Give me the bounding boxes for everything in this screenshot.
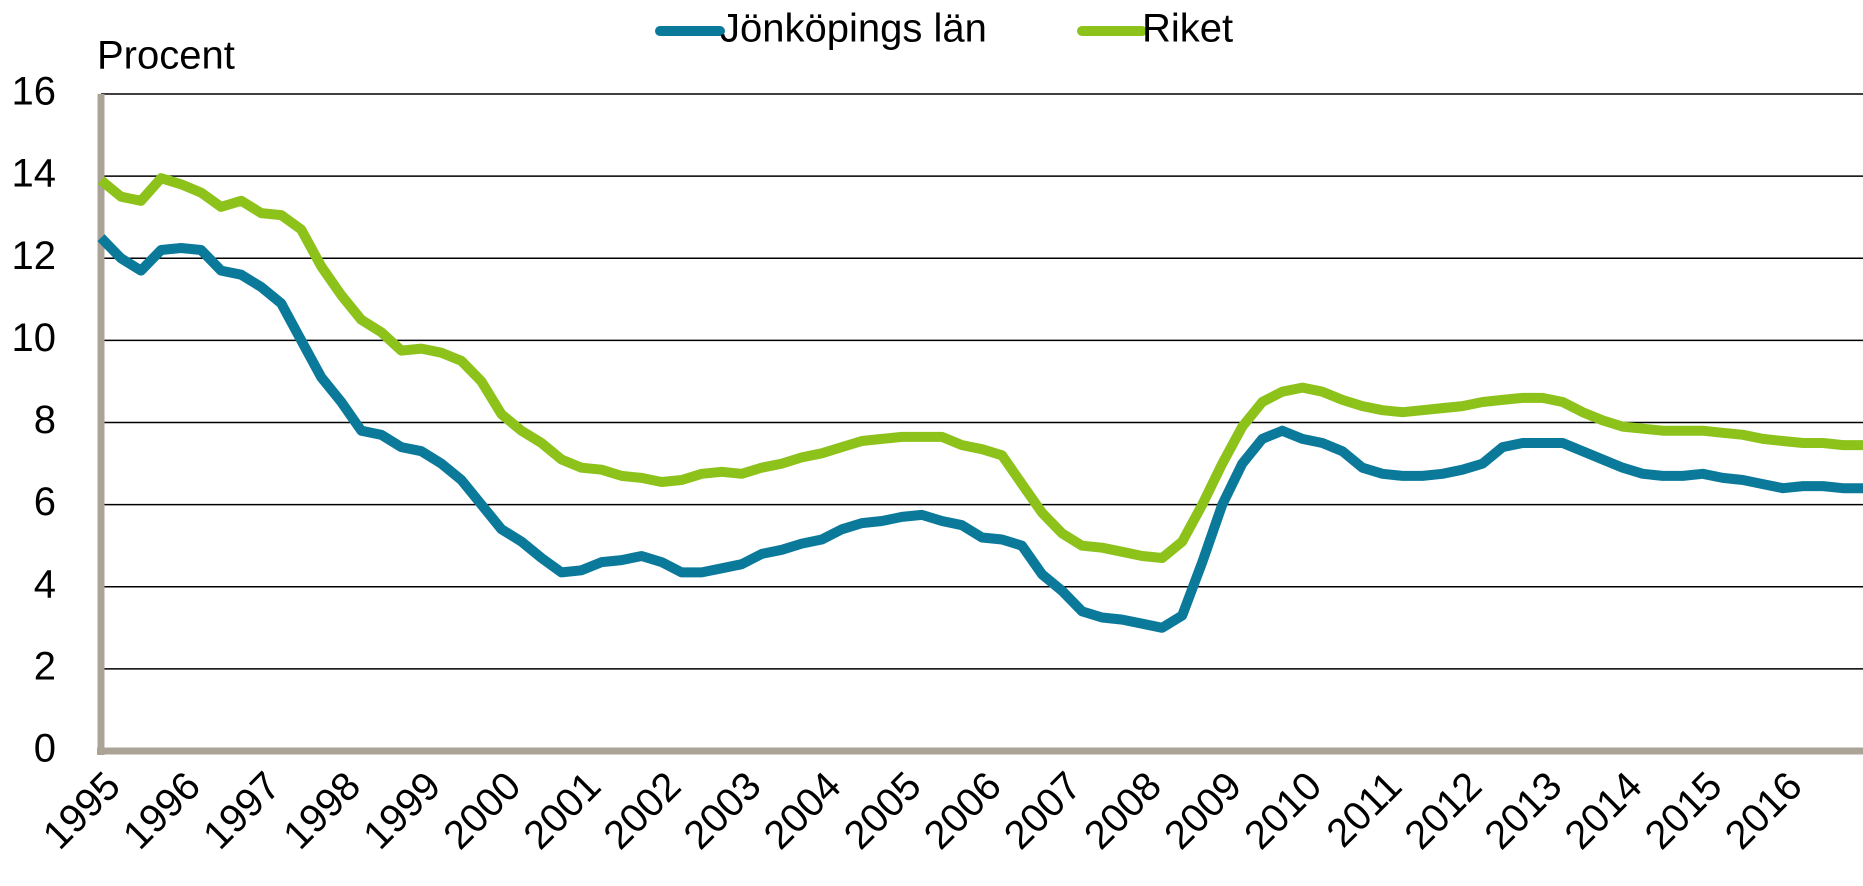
x-tick-label: 2010 (1236, 764, 1330, 858)
legend-label: Jönköpings län (720, 7, 987, 51)
y-axis-label: Procent (97, 34, 235, 78)
y-tick-label: 10 (12, 316, 57, 360)
y-tick-label: 14 (12, 152, 57, 196)
x-tick-label: 2016 (1717, 764, 1811, 858)
x-tick-label: 2000 (435, 764, 529, 858)
x-tick-label: 2008 (1076, 764, 1170, 858)
legend-label: Riket (1142, 7, 1233, 51)
y-tick-label: 6 (34, 480, 56, 524)
x-tick-label: 2003 (676, 764, 770, 858)
y-tick-label: 4 (34, 562, 56, 606)
x-tick-label: 2013 (1476, 764, 1570, 858)
x-tick-label: 2004 (756, 764, 850, 858)
x-tick-label: 2014 (1557, 764, 1651, 858)
x-tick-label: 2006 (916, 764, 1010, 858)
x-tick-label: 2005 (836, 764, 930, 858)
x-tick-label: 2009 (1156, 764, 1250, 858)
series-line (97, 234, 1863, 633)
y-tick-label: 16 (12, 70, 57, 114)
y-tick-label: 2 (34, 644, 56, 688)
y-tick-label: 0 (34, 727, 56, 771)
x-tick-label: 2002 (595, 764, 689, 858)
x-tick-label: 2001 (515, 764, 609, 858)
x-tick-label: 1998 (275, 764, 369, 858)
x-tick-label: 2011 (1318, 764, 1410, 856)
x-tick-label: 2012 (1396, 764, 1490, 858)
x-tick-label: 1996 (115, 764, 209, 858)
y-tick-label: 12 (12, 234, 57, 278)
x-tick-label: 1995 (35, 764, 129, 858)
x-tick-label: 1997 (195, 764, 289, 858)
x-tick-label: 1999 (355, 764, 449, 858)
x-tick-label: 2007 (996, 764, 1090, 858)
series-line (97, 173, 1863, 563)
x-tick-label: 2015 (1637, 764, 1731, 858)
y-tick-label: 8 (34, 398, 56, 442)
